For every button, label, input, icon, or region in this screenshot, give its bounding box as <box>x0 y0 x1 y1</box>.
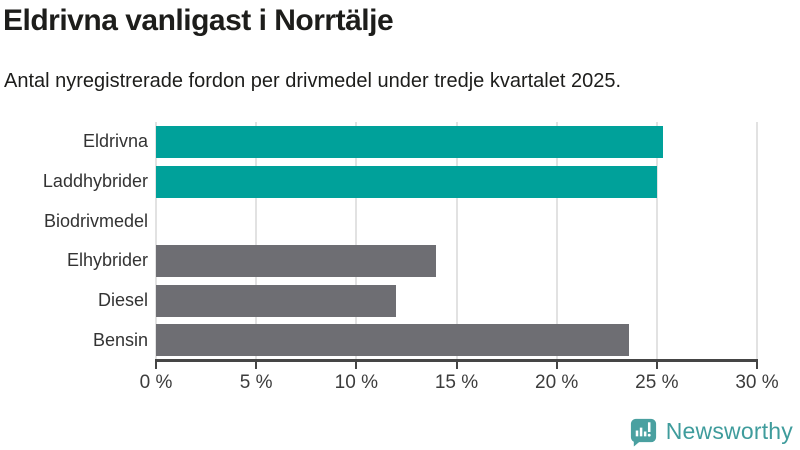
x-tick-label-25: 25 % <box>635 372 679 393</box>
gridline-20 <box>555 122 558 360</box>
x-tick-10 <box>355 362 358 369</box>
x-axis-line <box>155 359 758 362</box>
newsworthy-logo: Newsworthy <box>628 416 793 447</box>
bar-row-biodrivmedel <box>156 201 757 241</box>
category-label-diesel: Diesel <box>97 290 148 311</box>
gridline-15 <box>455 122 458 360</box>
x-tick-label-15: 15 % <box>434 372 479 393</box>
gridline-30 <box>756 122 758 360</box>
category-label-eldrivna: Eldrivna <box>82 131 148 152</box>
bar-elhybrider <box>156 244 437 277</box>
x-tick-15 <box>455 362 458 369</box>
x-tick-label-0: 0 % <box>139 372 173 393</box>
bar-row-eldrivna <box>156 122 757 162</box>
bar-eldrivna <box>156 125 663 158</box>
chart-subtitle: Antal nyregistrerade fordon per drivmede… <box>4 70 622 92</box>
bar-row-diesel <box>156 281 757 321</box>
bar-row-elhybrider <box>156 241 757 281</box>
x-axis: 0 % 5 % 10 % 15 % 20 % 25 % 30 % <box>140 359 779 399</box>
bar-diesel <box>156 284 397 317</box>
newsworthy-logo-icon <box>630 418 656 447</box>
gridline-0 <box>155 122 157 360</box>
gridline-25 <box>655 122 658 360</box>
category-label-bensin: Bensin <box>92 329 148 350</box>
chart-title: Eldrivna vanligast i Norrtälje <box>3 4 394 37</box>
bar-laddhybrider <box>156 165 657 198</box>
x-tick-label-10: 10 % <box>334 372 378 393</box>
gridline-10 <box>355 122 358 360</box>
category-label-elhybrider: Elhybrider <box>66 250 148 271</box>
bar-rows <box>156 122 757 360</box>
x-tick-20 <box>555 362 558 369</box>
x-tick-25 <box>655 362 658 369</box>
x-tick-label-20: 20 % <box>535 372 579 393</box>
category-axis: Eldrivna Laddhybrider Biodrivmedel Elhybrid… <box>0 122 148 360</box>
x-tick-label-30: 30 % <box>735 372 779 393</box>
bar-bensin <box>156 324 629 357</box>
x-tick-0 <box>155 362 157 369</box>
gridline-5 <box>255 122 258 360</box>
category-label-laddhybrider: Laddhybrider <box>42 171 148 191</box>
x-tick-label-5: 5 % <box>239 372 273 393</box>
category-label-biodrivmedel: Biodrivmedel <box>43 210 148 231</box>
bar-row-bensin <box>156 320 757 360</box>
newsworthy-logo-text: Newsworthy <box>665 418 793 444</box>
bar-chart-plot <box>155 122 758 360</box>
bar-row-laddhybrider <box>156 162 757 202</box>
x-tick-30 <box>756 362 758 369</box>
x-tick-5 <box>255 362 258 369</box>
